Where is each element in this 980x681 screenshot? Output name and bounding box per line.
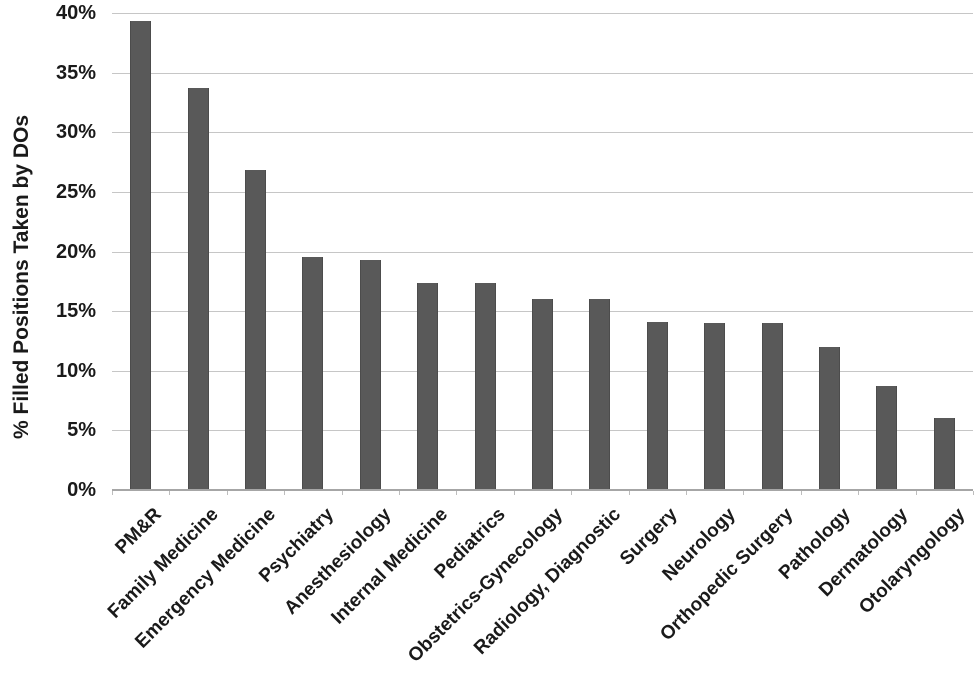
bar — [589, 299, 611, 490]
y-axis-tick-label: 5% — [67, 419, 96, 442]
x-axis-tick-mark — [686, 491, 687, 495]
gridline — [112, 251, 973, 253]
bar — [417, 282, 439, 490]
bar — [245, 170, 266, 490]
y-axis-tick-label: 15% — [55, 300, 96, 323]
x-axis-tick-mark — [571, 491, 573, 495]
x-axis-tick-mark — [341, 491, 343, 495]
bar — [646, 321, 668, 490]
y-axis-tick-label: 30% — [55, 121, 96, 144]
x-axis-category-label-text: PM&R — [111, 504, 166, 559]
gridline — [112, 132, 973, 134]
plot-area — [112, 13, 974, 495]
x-axis-category-label-text: Otolaryngology — [855, 504, 970, 619]
x-axis-tick-mark — [112, 491, 113, 495]
x-axis-tick-mark — [628, 491, 630, 495]
x-axis-tick-mark — [973, 491, 974, 495]
bar — [474, 282, 496, 490]
bar — [876, 386, 898, 490]
bar — [359, 259, 381, 490]
y-axis-tick-label: 40% — [55, 2, 96, 24]
x-axis-tick-mark — [284, 491, 286, 495]
bar — [532, 299, 553, 490]
bar — [187, 88, 209, 490]
bar — [704, 323, 726, 490]
gridline — [112, 13, 973, 14]
x-axis-tick-mark — [399, 491, 400, 495]
y-axis-tick-label: 20% — [55, 240, 96, 263]
x-axis-line — [112, 489, 973, 491]
gridline — [112, 72, 973, 74]
y-axis-title: % Filled Positions Taken by DOs — [10, 114, 33, 440]
y-axis-tick-label: 0% — [67, 479, 96, 501]
x-axis-tick-mark — [456, 491, 458, 495]
x-axis-tick-mark — [858, 491, 860, 495]
x-axis-tick-mark — [169, 491, 171, 495]
bar — [302, 257, 324, 490]
bar — [933, 418, 955, 490]
bar — [819, 346, 840, 490]
y-axis-tick-label: 25% — [55, 180, 96, 203]
x-axis-tick-mark — [743, 491, 745, 495]
y-axis-tick-label: 35% — [55, 61, 96, 84]
x-axis-tick-mark — [226, 491, 228, 495]
gridline — [112, 191, 973, 193]
x-axis-tick-mark — [800, 491, 802, 495]
bar — [761, 323, 783, 490]
bar — [130, 21, 152, 490]
x-axis-tick-mark — [915, 491, 917, 495]
x-axis-tick-mark — [513, 491, 515, 495]
y-axis-tick-label: 10% — [55, 359, 96, 382]
